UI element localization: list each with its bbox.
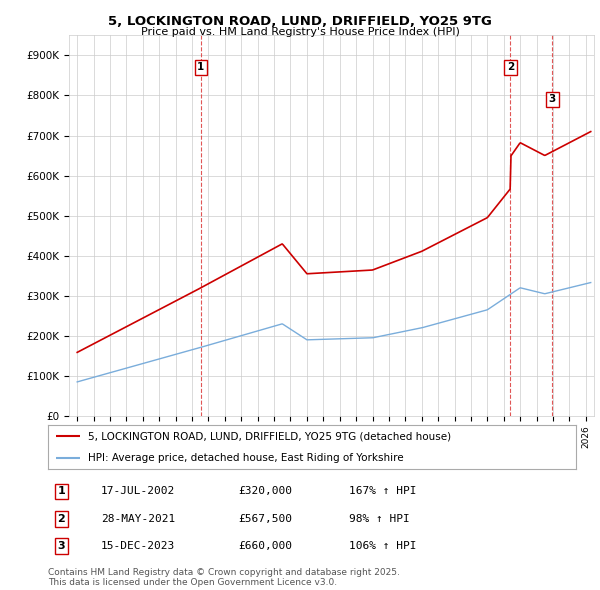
Text: £567,500: £567,500: [238, 514, 292, 524]
Text: 106% ↑ HPI: 106% ↑ HPI: [349, 541, 416, 551]
Text: 28-MAY-2021: 28-MAY-2021: [101, 514, 175, 524]
Text: 2: 2: [507, 63, 514, 73]
Text: 1: 1: [197, 63, 205, 73]
Text: Price paid vs. HM Land Registry's House Price Index (HPI): Price paid vs. HM Land Registry's House …: [140, 27, 460, 37]
Text: 167% ↑ HPI: 167% ↑ HPI: [349, 487, 416, 496]
Text: £660,000: £660,000: [238, 541, 292, 551]
Text: Contains HM Land Registry data © Crown copyright and database right 2025.
This d: Contains HM Land Registry data © Crown c…: [48, 568, 400, 587]
Text: 5, LOCKINGTON ROAD, LUND, DRIFFIELD, YO25 9TG (detached house): 5, LOCKINGTON ROAD, LUND, DRIFFIELD, YO2…: [88, 431, 451, 441]
Text: 17-JUL-2002: 17-JUL-2002: [101, 487, 175, 496]
Text: 15-DEC-2023: 15-DEC-2023: [101, 541, 175, 551]
Text: £320,000: £320,000: [238, 487, 292, 496]
Text: 5, LOCKINGTON ROAD, LUND, DRIFFIELD, YO25 9TG: 5, LOCKINGTON ROAD, LUND, DRIFFIELD, YO2…: [108, 15, 492, 28]
Text: 2: 2: [58, 514, 65, 524]
Text: 3: 3: [58, 541, 65, 551]
Text: 98% ↑ HPI: 98% ↑ HPI: [349, 514, 410, 524]
Text: HPI: Average price, detached house, East Riding of Yorkshire: HPI: Average price, detached house, East…: [88, 453, 403, 463]
Text: 3: 3: [549, 94, 556, 104]
Text: 1: 1: [58, 487, 65, 496]
